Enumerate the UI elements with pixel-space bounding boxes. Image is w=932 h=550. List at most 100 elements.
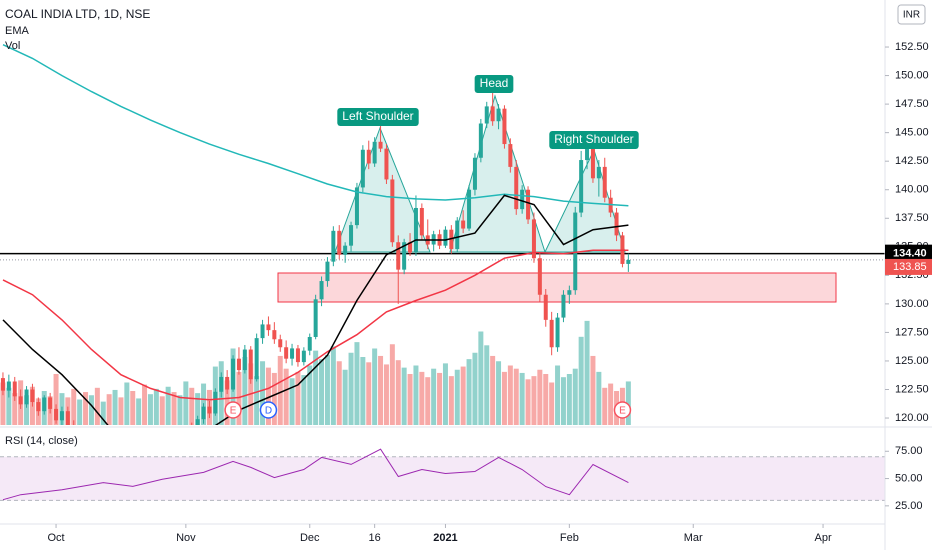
candle-body (260, 324, 265, 339)
volume-bar (265, 367, 271, 425)
candle-body (172, 450, 176, 452)
last-price-tag (885, 258, 932, 275)
volume-bar (277, 355, 283, 425)
volume-bar (165, 386, 171, 425)
pattern-annotation: Left Shoulder (337, 108, 419, 126)
candle-body (278, 339, 283, 348)
rsi-title: RSI (14, close) (5, 435, 78, 447)
annotation-box (549, 131, 639, 149)
candle-body (349, 225, 354, 246)
x-tick-label: 2021 (433, 532, 457, 544)
candle-body (195, 419, 200, 425)
x-tick-label: 16 (369, 532, 381, 544)
volume-bar (307, 365, 313, 425)
candle-body (78, 429, 82, 434)
candle-body (272, 330, 277, 340)
candle-body (84, 429, 88, 443)
rsi-pane (0, 448, 885, 501)
y-tick-label: 120.00 (895, 412, 929, 424)
candle-body (490, 106, 495, 122)
rsi-y-tick-label: 75.00 (895, 445, 923, 457)
candle-body (543, 294, 548, 320)
candle-body (313, 299, 318, 337)
volume-bar (372, 348, 378, 425)
volume-bar (490, 355, 496, 425)
event-marker (259, 401, 278, 419)
x-tick-label: Apr (814, 532, 831, 544)
volume-bar (106, 394, 112, 425)
volume-bar (171, 392, 177, 425)
volume-bar (608, 383, 614, 425)
candle-body (89, 440, 93, 443)
volume-bar (383, 364, 389, 425)
volume-bar (142, 384, 148, 425)
candle-body (319, 281, 324, 300)
candle-body (59, 411, 64, 421)
candle-body (496, 108, 501, 122)
volume-bar (596, 371, 602, 425)
event-marker (224, 401, 242, 419)
candle-body (596, 166, 601, 179)
candle-body (390, 179, 395, 243)
indicator-label: Vol (5, 40, 20, 52)
volume-bar (401, 367, 407, 425)
volume-bar (366, 362, 372, 425)
candle-body (573, 212, 578, 291)
candle-body (614, 212, 619, 236)
volume-bar (195, 393, 201, 425)
candle-body (549, 319, 554, 348)
volume-bar (6, 387, 12, 425)
volume-bar (177, 395, 183, 425)
currency-button[interactable] (897, 4, 926, 25)
volume-bar (12, 393, 18, 425)
volume-bar (555, 365, 561, 425)
candle-body (290, 348, 295, 359)
candle-body (242, 349, 247, 371)
volume-bar (431, 368, 437, 425)
volume-bar (301, 375, 307, 425)
candle-body (508, 144, 513, 167)
y-tick-label: 122.50 (895, 383, 929, 395)
candle-body (366, 149, 371, 164)
volume-bar (53, 374, 59, 425)
annotation-box (474, 75, 514, 93)
y-tick-label: 142.50 (895, 155, 929, 167)
candle-body (443, 229, 448, 246)
candle-body (402, 242, 407, 270)
rsi-y-tick-label: 25.00 (895, 500, 923, 512)
ema-line (2, 194, 629, 425)
volume-bar (572, 368, 578, 425)
y-tick-label: 125.00 (895, 355, 929, 367)
volume-bar (448, 376, 454, 425)
candle-body (484, 106, 489, 124)
volume-bar (295, 371, 301, 425)
volume-bar (460, 366, 466, 425)
candle-body (207, 406, 212, 414)
chart-title: COAL INDIA LTD, 1D, NSE (5, 7, 150, 21)
volume-bar (83, 392, 89, 425)
volume-bar (395, 360, 401, 425)
volume-bar (442, 363, 448, 425)
event-label: E (230, 406, 237, 417)
volume-bar (602, 387, 608, 425)
candle-body (626, 259, 631, 264)
volume-bar (478, 331, 484, 425)
candle-body (461, 220, 466, 229)
candle-body (307, 336, 312, 351)
volume-bar (519, 372, 525, 425)
y-tick-label: 137.50 (895, 212, 929, 224)
volume-bar (584, 320, 590, 425)
candle-body (354, 187, 359, 226)
candle-body (419, 207, 424, 236)
candle-body (531, 219, 536, 259)
candle-body (449, 229, 454, 250)
volume-bar (147, 394, 153, 425)
y-tick-label: 140.00 (895, 184, 929, 196)
volume-bar (189, 387, 195, 425)
candle-body (24, 389, 29, 405)
volume-bar (501, 371, 507, 425)
currency-label[interactable]: INR (903, 10, 920, 21)
volume-bar (324, 354, 330, 425)
candle-body (331, 230, 336, 262)
